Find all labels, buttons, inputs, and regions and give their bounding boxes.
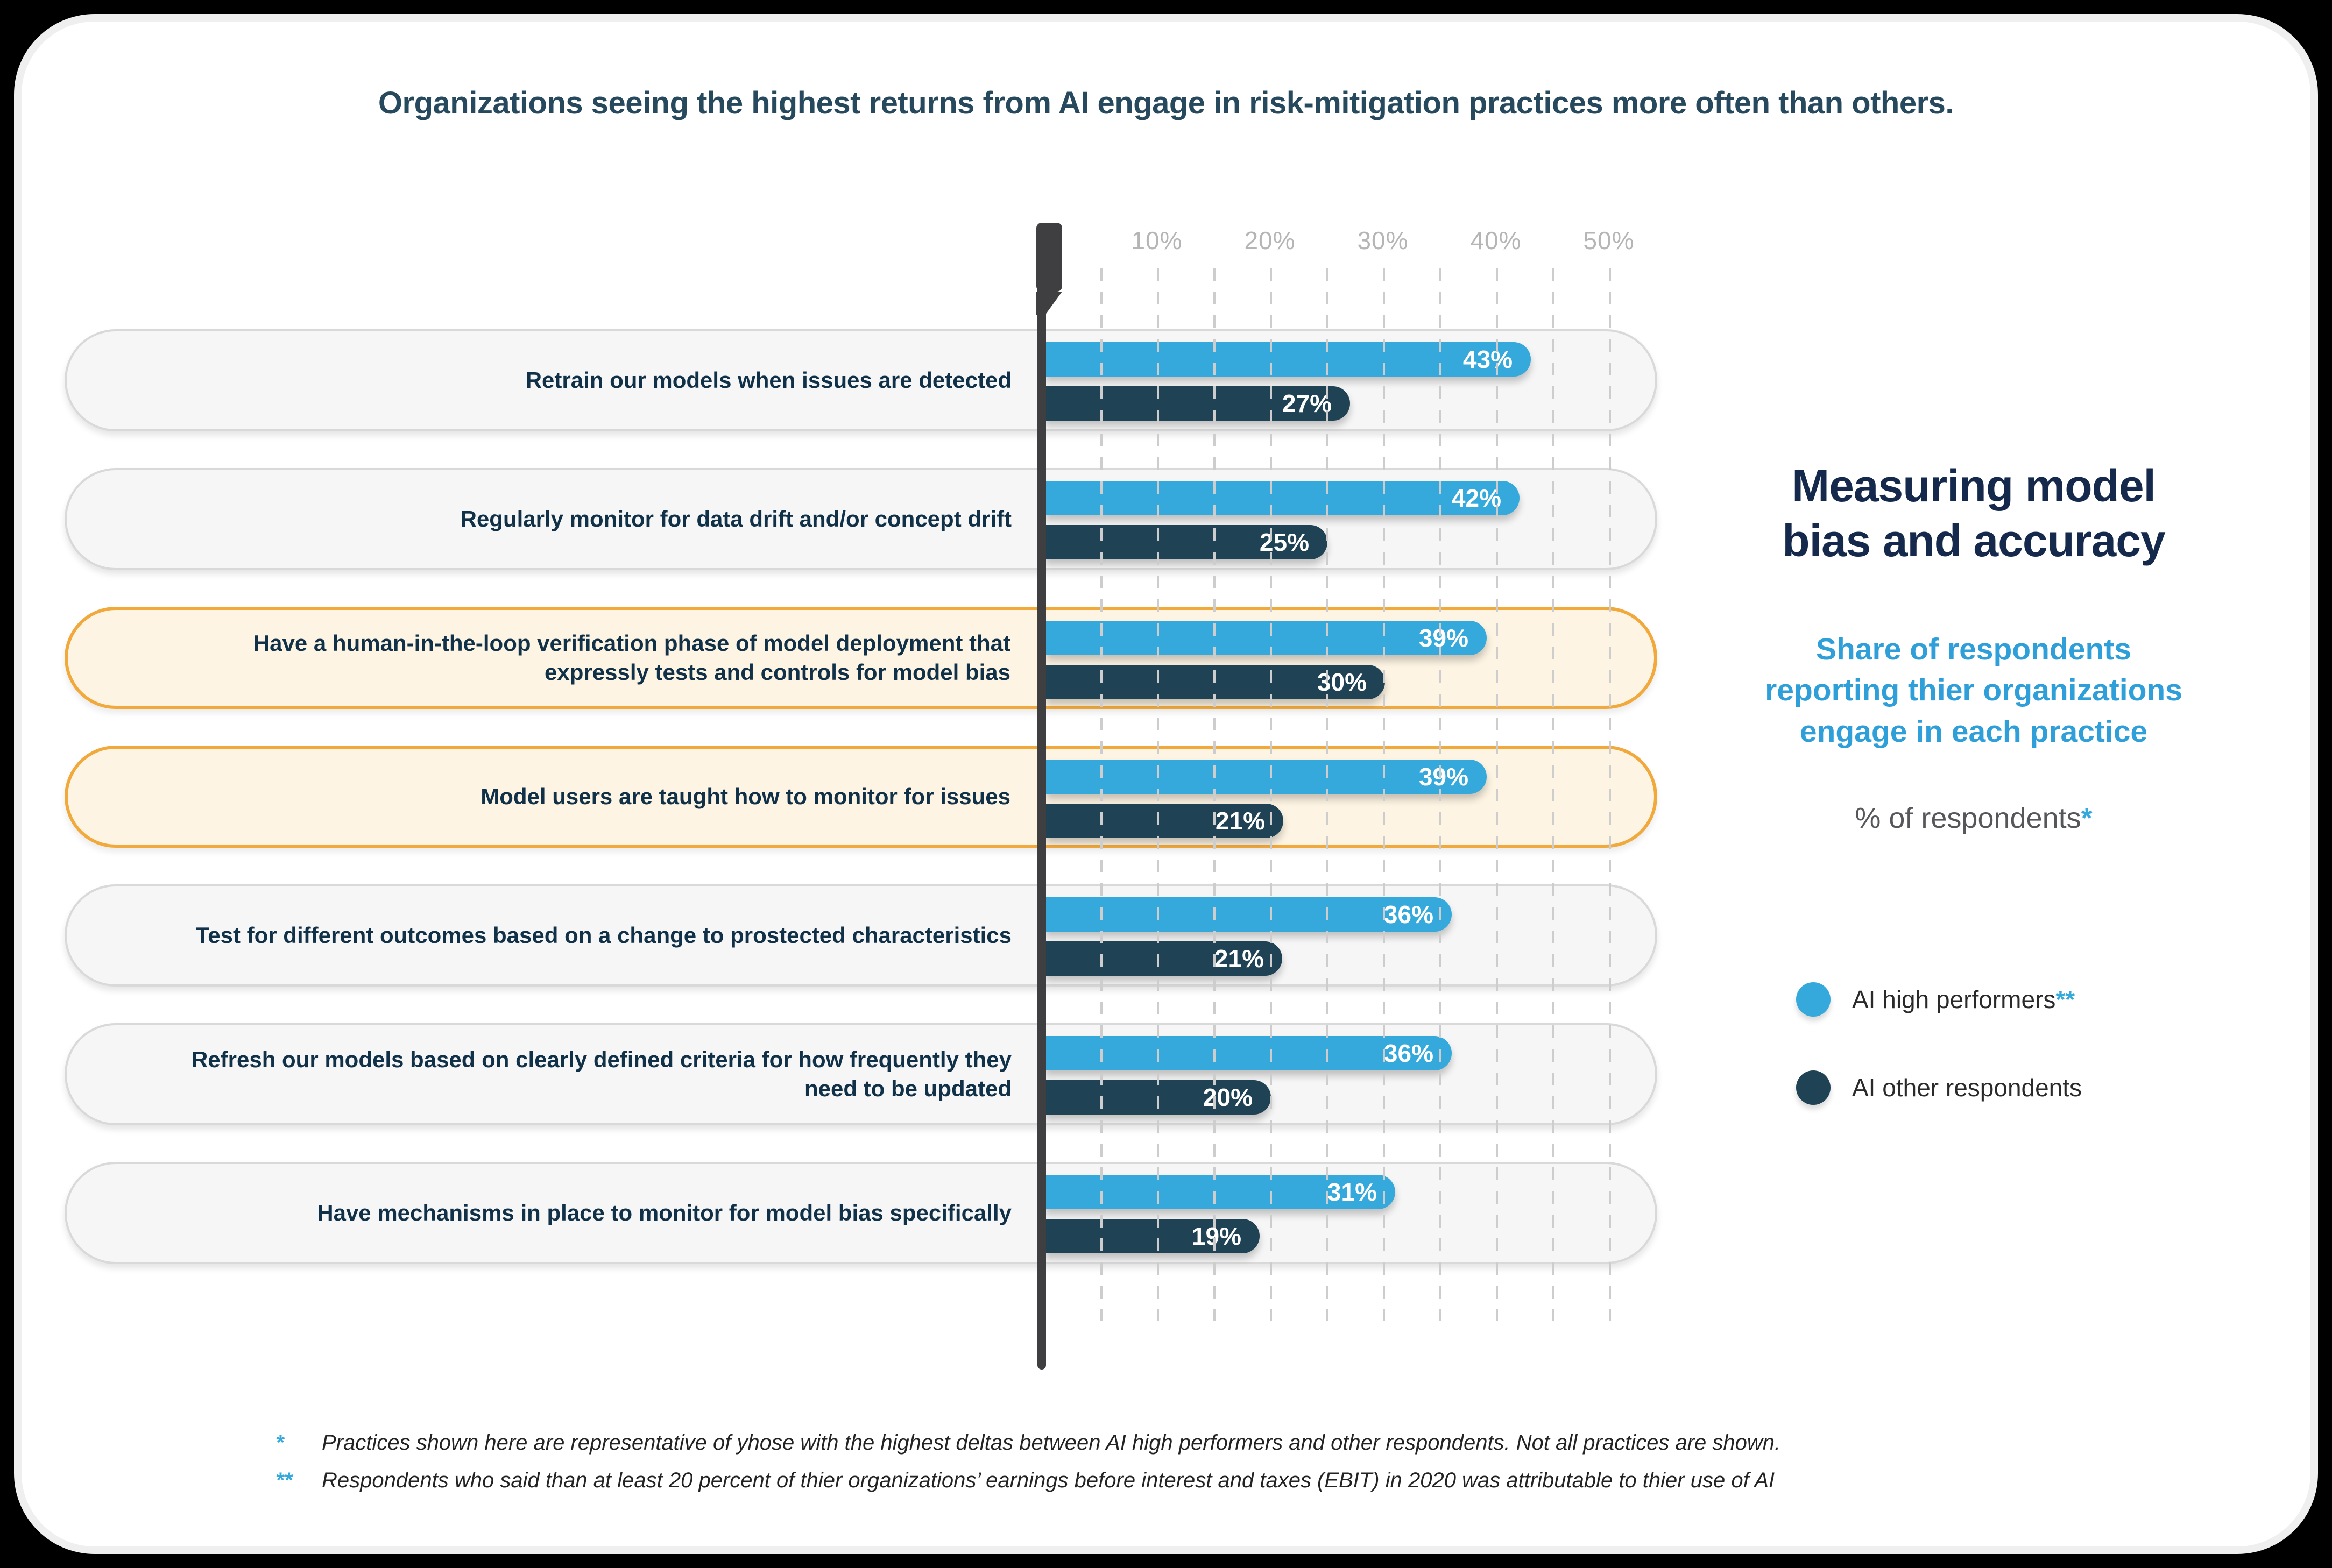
bar-high-performers: 31% [1045,1175,1395,1209]
practice-row: Have a human-in-the-loop verification ph… [65,607,1657,709]
bar-high-performers: 42% [1045,481,1520,515]
legend-asterisk: ** [2055,985,2075,1013]
x-axis-tick-label: 10% [1131,226,1183,254]
practice-row: Regularly monitor for data drift and/or … [65,468,1657,570]
footnotes: * Practices shown here are representative… [275,1430,2105,1505]
axis-unit-note-text: % of respondents [1855,802,2081,835]
practice-row: Model users are taught how to monitor fo… [65,746,1657,848]
bar-high-performers: 36% [1045,897,1452,932]
bar-high-performers: 39% [1046,760,1487,794]
footnote-text: Respondents who said than at least 20 pe… [322,1468,1775,1492]
bar-high-performers: 39% [1046,621,1487,655]
footnote: * Practices shown here are representative… [275,1430,2105,1456]
practice-row: Test for different outcomes based on a c… [65,884,1657,987]
practice-label: Have a human-in-the-loop verification ph… [253,630,1010,685]
side-heading-line: bias and accuracy [1782,515,2165,566]
axis-unit-note: % of respondents* [1683,801,2264,835]
bar-other-respondents: 19% [1045,1219,1260,1253]
bar-other-respondents: 25% [1045,525,1327,559]
practice-label: Refresh our models based on clearly defi… [191,1047,1012,1101]
practice-label: Model users are taught how to monitor fo… [480,784,1010,810]
legend-item: AI high performers** [1796,980,2082,1019]
legend-item: AI other respondents [1796,1068,2082,1107]
practice-row: Have mechanisms in place to monitor for … [65,1162,1657,1264]
bar-high-performers: 43% [1045,342,1531,377]
legend-dot-icon [1796,1070,1831,1105]
legend-label: AI high performers** [1852,985,2075,1013]
bar-value-label: 36% [1383,900,1433,928]
legend-dot-icon [1796,982,1831,1017]
side-subtitle-line: Share of respondents [1816,632,2131,666]
bar-value-label: 21% [1214,945,1264,973]
bar-other-respondents: 20% [1045,1080,1271,1115]
footnote-marker: * [275,1431,284,1455]
x-axis-tick-label: 30% [1357,226,1409,254]
side-panel: Measuring model bias and accuracy Share o… [1683,458,2264,835]
legend-label: AI other respondents [1852,1074,2082,1102]
axis-note-asterisk: * [2081,802,2093,835]
practice-rows: Retrain our models when issues are detec… [65,329,1657,1373]
axis-baseline-pole [1037,226,1046,1370]
practice-row: Retrain our models when issues are detec… [65,329,1657,431]
x-axis-tick-labels: 10% 20% 30% 40% 50% [0,226,2332,258]
footnote-marker: ** [275,1468,293,1492]
side-heading-line: Measuring model [1792,460,2156,511]
chart-title: Organizations seeing the highest returns… [378,86,1954,120]
x-axis-tick-label: 50% [1583,226,1635,254]
bar-value-label: 42% [1451,484,1501,512]
bar-other-respondents: 21% [1045,941,1282,976]
bar-value-label: 43% [1462,345,1513,373]
bar-value-label: 36% [1383,1039,1433,1067]
bar-value-label: 31% [1327,1178,1377,1206]
practice-row: Refresh our models based on clearly defi… [65,1023,1657,1125]
side-subtitle-line: reporting thier organizations [1765,673,2182,708]
x-axis-tick-label: 20% [1244,226,1296,254]
legend: AI high performers** AI other respondents [1796,980,2082,1157]
footnote-text: Practices shown here are representative … [322,1431,1781,1455]
bar-value-label: 39% [1418,763,1468,791]
practice-label: Regularly monitor for data drift and/or … [460,506,1012,532]
practice-label: Retrain our models when issues are detec… [525,367,1012,393]
bar-value-label: 20% [1203,1083,1253,1111]
side-panel-heading: Measuring model bias and accuracy [1683,458,2264,569]
bar-value-label: 39% [1418,624,1468,652]
bar-other-respondents: 27% [1045,386,1350,421]
side-subtitle-line: engage in each practice [1799,714,2148,749]
practice-label: Test for different outcomes based on a c… [195,923,1012,948]
side-panel-subtitle: Share of respondents reporting thier orga… [1683,629,2264,752]
practice-label: Have mechanisms in place to monitor for … [317,1200,1012,1226]
bar-value-label: 27% [1282,389,1332,417]
bar-high-performers: 36% [1045,1036,1452,1070]
bar-value-label: 19% [1191,1222,1241,1250]
bar-value-label: 21% [1215,807,1265,835]
footnote: ** Respondents who said than at least 20 … [275,1467,2105,1493]
bar-other-respondents: 30% [1046,665,1385,699]
bar-value-label: 30% [1317,668,1367,696]
x-axis-tick-label: 40% [1470,226,1522,254]
bar-other-respondents: 21% [1046,804,1283,838]
bar-value-label: 25% [1259,528,1309,556]
